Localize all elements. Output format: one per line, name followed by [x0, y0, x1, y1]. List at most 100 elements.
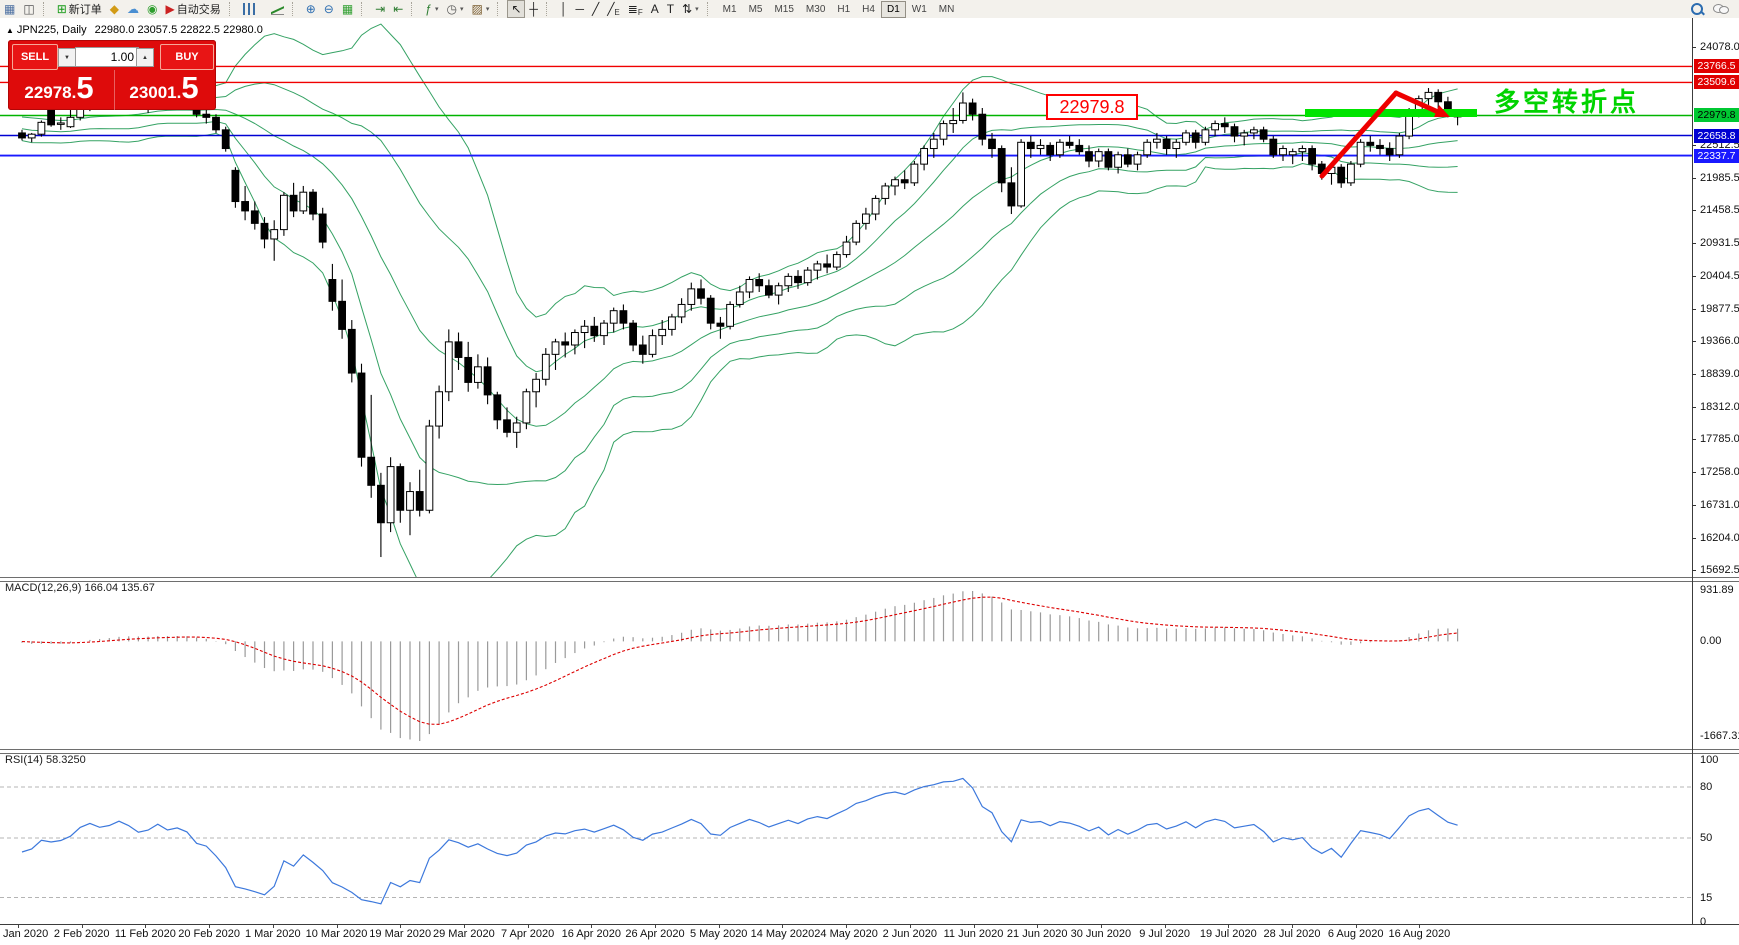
bid-price[interactable]: 22978.5 — [10, 70, 108, 112]
price-callout[interactable]: 22979.8 — [1046, 94, 1138, 120]
one-click-trading-panel: SELL ▼ ▲ BUY 22978.5 23001.5 — [8, 40, 216, 112]
chart-shift-button[interactable]: ⇤ — [389, 0, 407, 18]
timeframe-w1-button[interactable]: W1 — [911, 3, 927, 15]
crosshair-button[interactable]: ┼ — [525, 0, 542, 18]
timeframe-h1-button[interactable]: H1 — [837, 3, 851, 15]
date-tick-mark — [591, 925, 593, 928]
chart-profiles-button[interactable]: ◫ — [19, 0, 38, 18]
chart-area: ▲ JPN225, Daily 22980.0 23057.5 22822.5 22… — [0, 18, 1739, 945]
buy-button[interactable]: BUY — [160, 44, 214, 70]
price-tick-mark — [1692, 505, 1696, 507]
trend-line-button[interactable]: ╱ — [588, 0, 603, 18]
auto-scroll-button[interactable]: ⇥ — [371, 0, 389, 18]
periods-button[interactable]: ◷ ▾ — [443, 0, 468, 18]
cursor-button[interactable]: ↖ — [507, 0, 526, 18]
arrows-tool-button[interactable]: ⇅ ▾ — [678, 0, 703, 18]
date-tick-mark — [1419, 925, 1421, 928]
macd-values: 166.04 135.67 — [84, 582, 155, 594]
rsi-axis-label: 80 — [1700, 781, 1713, 793]
indicators-button[interactable]: ƒ ▾ — [421, 0, 442, 18]
vertical-line-button[interactable]: │ — [556, 0, 572, 18]
volume-down-button[interactable]: ▼ — [58, 48, 76, 67]
horizontal-line-icon: ─ — [575, 2, 584, 16]
trend-line-icon: ╱ — [591, 2, 600, 16]
date-tick-mark — [718, 925, 720, 928]
equidistant-channel-sub-icon: E — [614, 8, 620, 17]
macd-label: MACD(12,26,9) 166.04 135.67 — [5, 582, 155, 594]
annotation-text: 多空转折点 — [1494, 87, 1640, 117]
panel-separator[interactable] — [0, 577, 1739, 582]
new-order-button[interactable]: ⊞ 新订单 — [53, 0, 106, 18]
horizontal-line-button[interactable]: ─ — [571, 0, 588, 18]
fibonacci-button[interactable]: ≣ F — [624, 0, 647, 18]
date-tick-label: 2 Jun 2020 — [882, 928, 938, 940]
ask-dot: . — [176, 83, 182, 102]
chevron-down-icon: ▾ — [695, 6, 699, 13]
panel-separator[interactable] — [0, 749, 1739, 754]
main-chart-canvas[interactable] — [0, 18, 1692, 578]
price-level-badge: 22979.8 — [1694, 108, 1739, 123]
timeframe-m1-button[interactable]: M1 — [722, 3, 737, 15]
price-tick-label: 24078.0 — [1700, 41, 1739, 53]
equidistant-channel-button[interactable]: ╱ E — [603, 0, 624, 18]
templates-button[interactable]: ▨ ▾ — [468, 0, 494, 18]
date-tick-label: 21 Jun 2020 — [1006, 928, 1068, 940]
price-tick-mark — [1692, 439, 1696, 441]
autotrading-button[interactable]: ▶ 自动交易 — [161, 0, 224, 18]
date-tick-mark — [655, 925, 656, 928]
zoom-out-button[interactable]: ⊖ — [320, 0, 338, 18]
price-tick-mark — [1692, 538, 1696, 540]
indicators-icon: ƒ — [425, 2, 432, 16]
tile-windows-button[interactable]: ▦ — [338, 0, 357, 18]
timeframe-h4-button[interactable]: H4 — [862, 3, 875, 15]
fibonacci-sub-icon: F — [637, 8, 643, 17]
chat-icon[interactable] — [1713, 3, 1729, 15]
signals-button[interactable]: ◉ — [143, 0, 161, 18]
sell-button[interactable]: SELL — [12, 44, 58, 70]
timeframe-m5-button[interactable]: M5 — [748, 3, 763, 15]
timeframe-m15-button[interactable]: M15 — [774, 3, 794, 15]
date-tick-label: 28 Jul 2020 — [1263, 928, 1321, 940]
collapse-arrow-icon[interactable]: ▲ — [6, 26, 14, 35]
metaeditor-icon: ◆ — [109, 2, 119, 16]
timeframe-mn-button[interactable]: MN — [938, 3, 955, 15]
metaeditor-button[interactable]: ◆ — [106, 0, 123, 18]
zoom-in-button[interactable]: ⊕ — [302, 0, 320, 18]
volume-up-button[interactable]: ▲ — [136, 48, 154, 67]
price-tick-label: 17258.0 — [1700, 466, 1739, 479]
text-icon: A — [650, 2, 659, 16]
timeframe-d1-button[interactable]: D1 — [880, 0, 906, 18]
chart-bars-button[interactable] — [239, 0, 259, 18]
search-icon[interactable] — [1691, 2, 1704, 16]
rsi-canvas[interactable] — [0, 752, 1692, 924]
volume-input[interactable] — [75, 47, 139, 67]
ask-price[interactable]: 23001.5 — [114, 70, 213, 112]
tile-windows-icon: ▦ — [341, 2, 354, 16]
ask-big-digit: 5 — [181, 70, 199, 105]
text-label-icon: T — [666, 2, 675, 16]
price-tick-mark — [1692, 340, 1696, 342]
text-label-button[interactable]: T — [663, 0, 678, 18]
date-tick-mark — [272, 925, 274, 928]
text-button[interactable]: A — [647, 0, 663, 18]
chart-line-button[interactable] — [267, 0, 288, 18]
mql5-community-button[interactable]: ☁ — [123, 0, 143, 18]
toolbar-right — [1686, 0, 1739, 18]
price-tick-mark — [1692, 47, 1696, 48]
price-tick-label: 16204.0 — [1700, 532, 1739, 545]
chart-candles-button[interactable] — [259, 0, 267, 18]
price-level-badge: 22658.8 — [1694, 128, 1739, 143]
date-tick-label: 24 May 2020 — [814, 928, 878, 940]
price-tick-mark — [1692, 243, 1696, 245]
timeframe-m30-button[interactable]: M30 — [805, 3, 826, 15]
auto-scroll-icon: ⇥ — [375, 2, 386, 16]
macd-canvas[interactable] — [0, 580, 1692, 750]
toolbar-separator — [706, 2, 714, 16]
new-chart-button[interactable]: ▦ — [0, 0, 19, 18]
price-tick-label: 21985.5 — [1700, 171, 1739, 184]
price-tick-mark — [1692, 569, 1696, 571]
price-axis-border — [1692, 18, 1693, 925]
price-tick-mark — [1692, 373, 1696, 375]
price-tick-label: 18312.0 — [1700, 400, 1739, 413]
